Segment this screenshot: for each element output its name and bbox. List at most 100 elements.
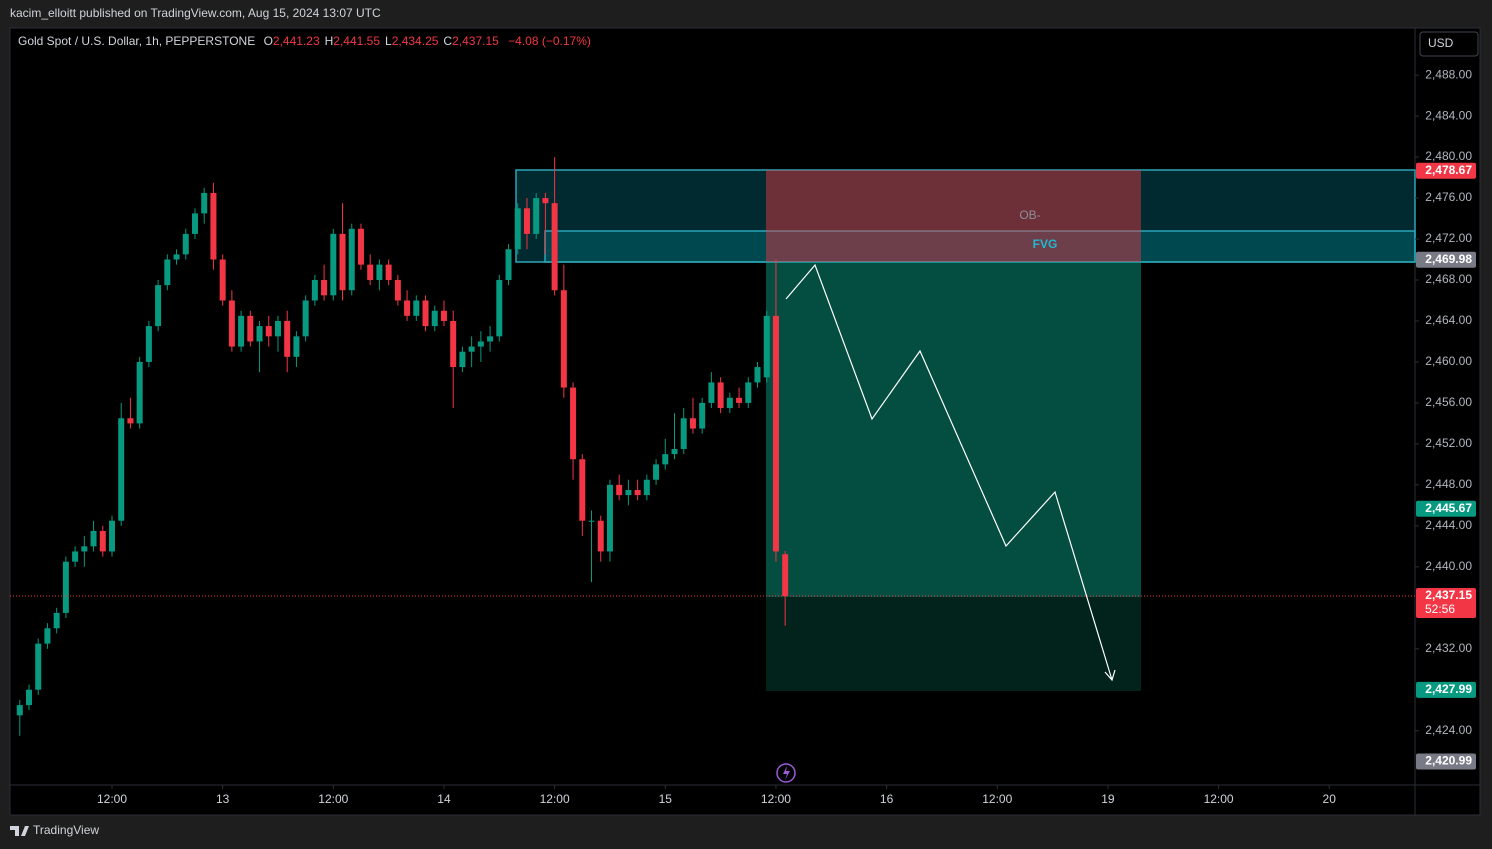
candle-body — [16, 705, 23, 716]
candle-body — [302, 300, 309, 337]
price-countdown: 52:56 — [1425, 602, 1455, 616]
candle-body — [108, 520, 115, 552]
candle-body — [616, 484, 623, 496]
projection-path — [785, 263, 1113, 681]
candle-body — [689, 418, 696, 429]
candle-body — [754, 367, 761, 383]
candle-body — [477, 341, 484, 347]
candle-body — [44, 628, 51, 644]
candle-body — [542, 198, 549, 204]
candle-body — [284, 320, 291, 357]
brand-name: TradingView — [33, 823, 99, 837]
currency-button[interactable] — [1419, 31, 1479, 57]
candle-body — [99, 530, 106, 552]
candle-body — [164, 259, 171, 286]
ob-label: OB- — [1019, 208, 1040, 222]
candle-body — [413, 300, 420, 316]
x-tick-label: 12:00 — [318, 792, 348, 806]
x-tick-label: 12:00 — [540, 792, 570, 806]
x-tick-label: 14 — [437, 792, 451, 806]
candle-body — [274, 320, 281, 337]
ohlc-value: 2,434.25 — [391, 34, 439, 48]
candle-body — [394, 279, 401, 301]
price-label-box — [1416, 588, 1476, 619]
candle-body — [533, 198, 540, 234]
candle-body — [247, 315, 254, 342]
x-tick-label: 13 — [216, 792, 230, 806]
y-tick-label: 2,452.00 — [1425, 436, 1472, 450]
target-zone — [766, 597, 1141, 691]
candle-body — [219, 259, 226, 301]
ohlc: O2,441.23 H2,441.55 L2,434.25 C2,437.15 — [259, 34, 499, 48]
candle-body — [699, 402, 706, 429]
ohlc-value: 2,441.23 — [272, 34, 320, 48]
candle-body — [782, 554, 789, 597]
x-tick-label: 12:00 — [97, 792, 127, 806]
y-tick-label: 2,432.00 — [1425, 641, 1472, 655]
ob-zone — [515, 169, 1416, 263]
candles — [16, 157, 789, 736]
symbol: Gold Spot / U.S. Dollar, 1h, PEPPERSTONE — [18, 34, 256, 48]
candle-body — [597, 520, 604, 552]
zones — [515, 169, 1416, 691]
candle-body — [606, 484, 613, 552]
candle-body — [81, 546, 88, 552]
candle-body — [127, 418, 134, 424]
candle-body — [570, 387, 577, 460]
x-tick-label: 12:00 — [982, 792, 1012, 806]
candle-body — [330, 233, 337, 296]
candle-body — [745, 382, 752, 403]
candle-body — [763, 315, 770, 378]
candle-body — [643, 479, 650, 496]
candle-body — [560, 290, 567, 388]
candle-body — [422, 300, 429, 327]
candle-body — [662, 454, 669, 465]
candle-body — [210, 192, 217, 260]
change: −4.08 (−0.17%) — [508, 34, 591, 48]
projection-arrowhead — [1104, 669, 1116, 682]
candle-body — [118, 418, 125, 521]
candle-body — [53, 612, 60, 629]
y-tick-label: 2,464.00 — [1425, 313, 1472, 327]
x-tick-label: 20 — [1323, 792, 1337, 806]
x-tick-label: 12:00 — [761, 792, 791, 806]
candle-body — [523, 208, 530, 234]
ohlc-value: 2,437.15 — [452, 34, 499, 48]
candle-body — [468, 346, 475, 352]
price-label: 2,427.99 — [1425, 682, 1472, 696]
event-icon[interactable] — [776, 763, 796, 783]
candle-body — [173, 254, 180, 260]
x-tick-label: 19 — [1101, 792, 1115, 806]
candle-body — [293, 336, 300, 357]
candle-body — [201, 192, 208, 214]
price-label: 2,469.98 — [1425, 252, 1472, 266]
price-label: 2,420.99 — [1425, 754, 1472, 768]
candle-body — [487, 336, 494, 342]
y-tick-label: 2,444.00 — [1425, 518, 1472, 532]
candle-body — [653, 464, 660, 480]
legend: Gold Spot / U.S. Dollar, 1h, PEPPERSTONE… — [18, 34, 591, 48]
candle-body — [357, 228, 364, 265]
candle-body — [514, 208, 521, 250]
candle-body — [551, 203, 558, 291]
y-tick-label: 2,440.00 — [1425, 559, 1472, 573]
price-label-box — [1416, 162, 1476, 179]
candle-body — [726, 397, 733, 409]
candle-body — [440, 310, 447, 321]
ohlc-key: H — [324, 34, 334, 48]
candle-body — [72, 551, 79, 562]
candle-body — [579, 459, 586, 521]
price-label-box — [1416, 251, 1476, 268]
y-tick-label: 2,448.00 — [1425, 477, 1472, 491]
candle-body — [376, 264, 383, 280]
ohlc-key: L — [385, 34, 392, 48]
y-tick-label: 2,456.00 — [1425, 395, 1472, 409]
y-tick-label: 2,468.00 — [1425, 272, 1472, 286]
candle-body — [431, 310, 438, 327]
y-tick-label: 2,424.00 — [1425, 723, 1472, 737]
candle-body — [90, 530, 97, 547]
brand: TradingView — [10, 823, 99, 837]
ohlc-value: 2,441.55 — [333, 34, 381, 48]
